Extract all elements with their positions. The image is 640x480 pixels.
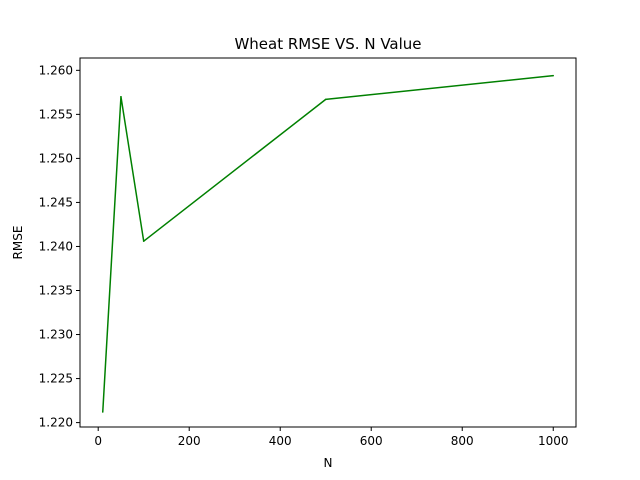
y-tick-label: 1.240 bbox=[39, 239, 73, 253]
y-axis: 1.220 1.225 1.230 1.235 1.240 1.245 1.250 1.255… bbox=[39, 63, 80, 430]
data-point bbox=[552, 74, 554, 77]
chart-title: Wheat RMSE VS. N Value bbox=[234, 35, 421, 53]
x-axis-label: N bbox=[324, 456, 333, 470]
y-tick-label: 1.235 bbox=[39, 283, 73, 297]
y-axis-label: RMSE bbox=[11, 226, 25, 260]
plot-frame bbox=[79, 57, 577, 428]
x-axis: 0 200 400 600 800 1000 bbox=[94, 427, 569, 448]
y-tick-label: 1.220 bbox=[39, 416, 73, 430]
y-tick-label: 1.245 bbox=[39, 195, 73, 209]
data-point bbox=[142, 240, 145, 242]
y-tick-label: 1.250 bbox=[39, 151, 73, 165]
series-line-0 bbox=[102, 74, 554, 413]
x-tick-label: 800 bbox=[451, 434, 474, 448]
x-tick-label: 1000 bbox=[538, 434, 569, 448]
data-point bbox=[324, 98, 327, 101]
data-point bbox=[102, 411, 104, 413]
x-tick-label: 600 bbox=[360, 434, 383, 448]
x-tick-label: 0 bbox=[94, 434, 102, 448]
y-tick-label: 1.225 bbox=[39, 372, 73, 386]
data-point bbox=[120, 95, 122, 98]
y-tick-label: 1.255 bbox=[39, 107, 73, 121]
x-tick-label: 200 bbox=[178, 434, 201, 448]
y-tick-label: 1.260 bbox=[39, 63, 73, 77]
plot-area bbox=[102, 74, 554, 413]
y-tick-label: 1.230 bbox=[39, 328, 73, 342]
x-tick-label: 400 bbox=[269, 434, 292, 448]
